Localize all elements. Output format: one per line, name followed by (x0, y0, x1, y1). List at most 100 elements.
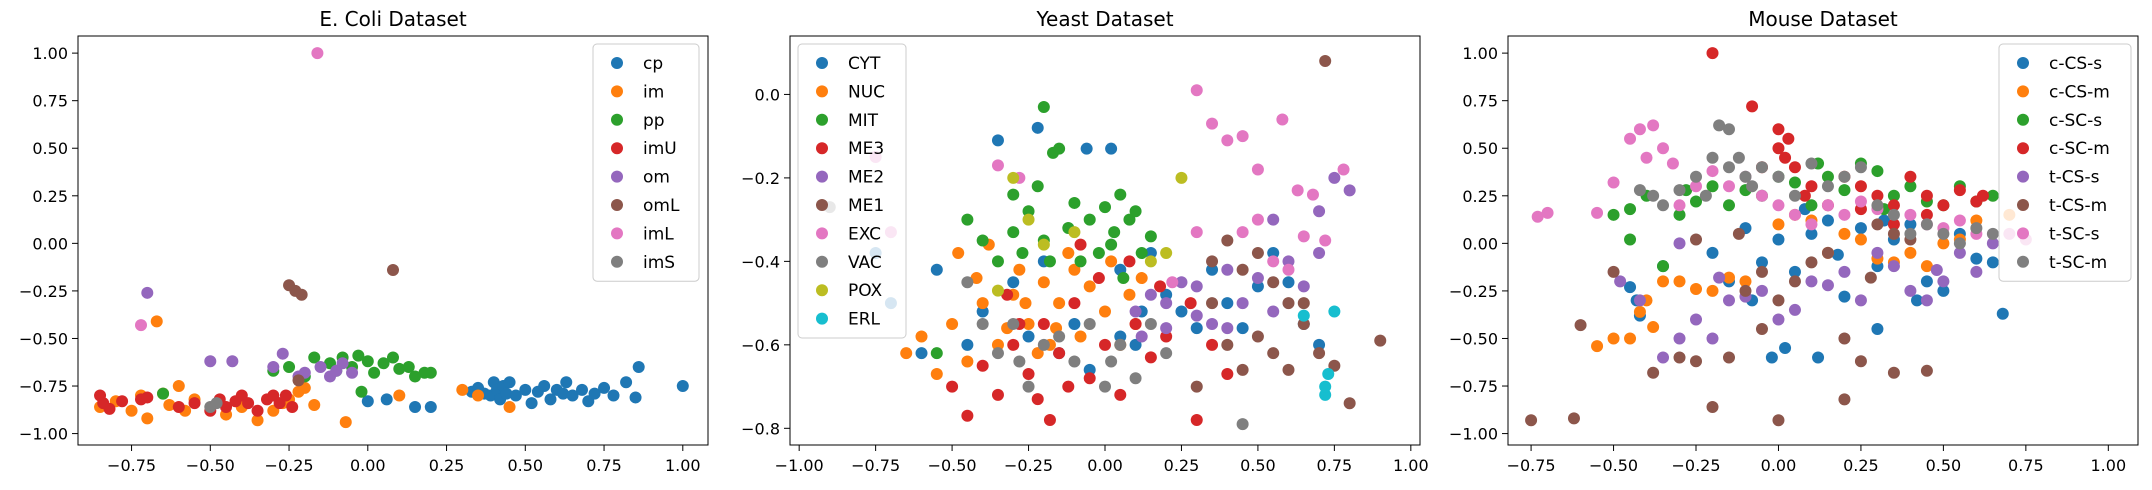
data-point-t-CS-m (1574, 319, 1587, 332)
data-point-im (503, 400, 516, 413)
data-point-c-SC-m (1887, 218, 1900, 231)
legend-label-ME3: ME3 (848, 139, 884, 159)
data-point-MIT (930, 347, 943, 360)
data-point-c-SC-m (1904, 170, 1917, 183)
data-point-t-CS-s (1755, 284, 1768, 297)
data-point-ME3 (1062, 380, 1075, 393)
data-point-t-SC-s (1591, 206, 1604, 219)
data-point-ME2 (1328, 171, 1341, 184)
data-point-c-SC-s (1805, 199, 1818, 212)
x-tick-label: 0.75 (2008, 456, 2044, 475)
y-tick-label: 1.00 (1462, 44, 1498, 63)
data-point-c-SC-s (1887, 189, 1900, 202)
data-point-ERL (1297, 309, 1310, 322)
data-point-t-CS-s (1713, 271, 1726, 284)
chart-title: Yeast Dataset (1035, 7, 1173, 31)
data-point-ME3 (946, 380, 959, 393)
data-point-ME2 (1313, 247, 1326, 260)
legend-marker-c-CS-s (2017, 57, 2029, 69)
data-point-t-CS-s (1673, 332, 1686, 345)
data-point-t-CS-m (1706, 400, 1719, 413)
data-point-t-CS-s (1937, 275, 1950, 288)
data-point-t-SC-m (1647, 189, 1660, 202)
data-point-c-CS-s (1772, 233, 1785, 246)
data-point-ERL (1322, 368, 1335, 381)
data-point-CYT (1031, 121, 1044, 134)
data-point-c-SC-m (1772, 142, 1785, 155)
data-point-cp (632, 361, 645, 374)
data-point-c-CS-s (1831, 248, 1844, 261)
data-point-t-SC-m (1657, 199, 1670, 212)
data-point-t-SC-s (1821, 199, 1834, 212)
data-point-c-SC-m (1779, 151, 1792, 164)
data-point-t-SC-s (1953, 214, 1966, 227)
data-point-t-SC-s (1647, 119, 1660, 132)
data-point-ME1 (1313, 347, 1326, 360)
data-point-t-CS-m (1690, 355, 1703, 368)
data-point-imU (172, 400, 185, 413)
data-point-VAC (976, 317, 989, 330)
y-tick-label: 0.75 (32, 92, 68, 111)
legend-label-CYT: CYT (848, 54, 881, 74)
data-point-c-CS-s (1920, 275, 1933, 288)
data-point-ME3 (1160, 330, 1173, 343)
data-point-ME3 (1022, 368, 1035, 381)
data-point-ME2 (1221, 263, 1234, 276)
legend-label-om: om (643, 168, 670, 188)
data-point-om (314, 361, 327, 374)
data-point-c-SC-m (1854, 180, 1867, 193)
data-point-VAC (1160, 347, 1173, 360)
data-point-t-SC-m (1746, 180, 1759, 193)
chart-title: Mouse Dataset (1748, 7, 1898, 31)
data-point-VAC (961, 276, 974, 289)
data-point-VAC (1013, 355, 1026, 368)
legend-marker-POX (816, 284, 828, 297)
data-point-t-CS-m (1647, 366, 1660, 379)
data-point-EXC (991, 159, 1004, 172)
data-point-CYT (930, 263, 943, 276)
data-point-t-SC-s (1640, 151, 1653, 164)
y-tick-label: −0.50 (1449, 329, 1498, 348)
data-point-ME2 (1282, 255, 1295, 268)
data-point-imL (135, 319, 147, 332)
x-tick-label: −0.25 (1671, 456, 1720, 475)
data-point-t-CS-s (1904, 284, 1917, 297)
data-point-POX (1007, 171, 1020, 184)
data-point-t-CS-s (1821, 279, 1834, 292)
data-point-MIT (1114, 188, 1127, 201)
legend-label-omL: omL (643, 196, 680, 216)
data-point-EXC (1166, 276, 1179, 289)
data-point-t-SC-s (1788, 208, 1801, 221)
data-point-t-CS-m (1673, 351, 1686, 364)
data-point-c-CS-s (1854, 222, 1867, 235)
data-point-VAC (1037, 338, 1050, 351)
data-point-pp (355, 385, 368, 398)
data-point-ME2 (1297, 280, 1310, 293)
data-point-MIT (1007, 226, 1020, 239)
x-tick-label: −0.25 (265, 456, 314, 475)
data-point-imU (116, 395, 129, 408)
data-point-c-CS-s (1788, 265, 1801, 278)
data-point-om (226, 355, 239, 368)
data-point-NUC (1135, 272, 1148, 285)
data-point-im (125, 404, 138, 417)
data-point-imU (242, 397, 255, 410)
data-point-ME1 (1251, 330, 1264, 343)
data-point-MIT (1031, 180, 1044, 193)
legend-marker-EXC (816, 227, 828, 240)
data-point-ME2 (1160, 297, 1173, 310)
plot-frame (1507, 35, 2139, 446)
data-point-CYT (1114, 330, 1127, 343)
y-tick-label: 0.75 (1462, 92, 1498, 111)
data-point-t-SC-m (1739, 170, 1752, 183)
data-point-t-SC-s (1854, 195, 1867, 208)
data-point-t-SC-s (1904, 208, 1917, 221)
legend-label-POX: POX (848, 281, 883, 301)
legend-marker-NUC (816, 85, 828, 98)
data-point-cp (560, 376, 573, 389)
data-point-omL (292, 374, 305, 387)
x-tick-label: 0.25 (429, 456, 465, 475)
y-tick-label: 1.00 (32, 44, 68, 63)
legend-label-cp: cp (643, 54, 663, 74)
legend-marker-ME2 (816, 170, 828, 183)
